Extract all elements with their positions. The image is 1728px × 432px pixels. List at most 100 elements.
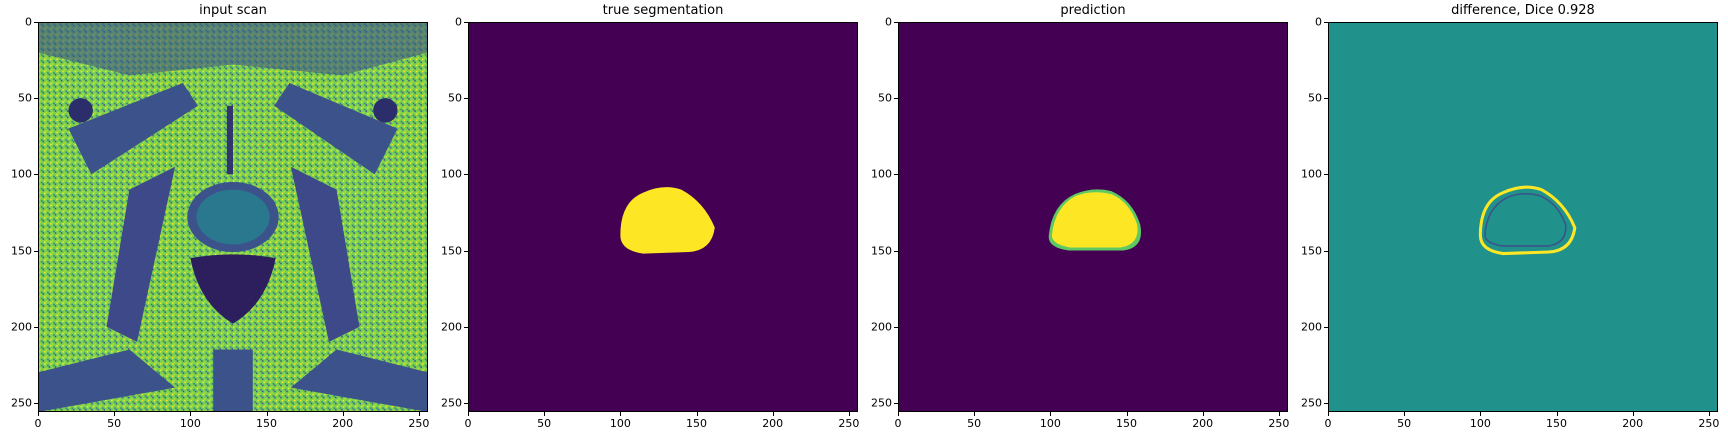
y-tick-mark [894,98,898,100]
y-tick-mark [894,250,898,252]
x-tick-label: 0 [1324,417,1332,430]
y-tick-mark [34,22,38,23]
x-tick-label: 250 [1268,417,1290,430]
y-tick-mark [1324,326,1328,328]
x-tick-label: 0 [464,417,472,430]
y-tick-mark [1324,174,1328,176]
x-tick-mark [38,412,39,416]
y-tick-label: 0 [1315,15,1322,29]
y-tick-mark [1324,22,1328,23]
y-tick-mark [894,174,898,176]
y-tick-label: 50 [878,91,892,105]
y-tick-mark [464,326,468,328]
y-tick-mark [464,22,468,23]
y-tick-label: 100 [871,167,892,181]
x-tick-label: 50 [537,417,552,430]
x-tick-mark [468,412,469,416]
x-tick-label: 150 [686,417,708,430]
x-tick-label: 100 [1039,417,1061,430]
panel-title: input scan [199,3,267,18]
x-tick-label: 100 [179,417,201,430]
panel-prediction: prediction [898,0,1288,432]
x-tick-label: 250 [1698,417,1720,430]
x-tick-mark [974,412,976,416]
panel-title: true segmentation [602,3,724,18]
y-tick-mark [1324,98,1328,100]
y-tick-mark [464,250,468,252]
x-tick-mark [266,412,268,416]
x-tick-label: 250 [838,417,860,430]
panel-difference: difference, Dice 0.928 [1328,0,1718,432]
y-tick-label: 50 [448,91,462,105]
x-tick-label: 150 [1546,417,1568,430]
y-tick-mark [34,98,38,100]
x-tick-mark [1404,412,1406,416]
y-tick-label: 100 [1301,167,1322,181]
x-tick-mark [418,412,420,416]
x-tick-mark [190,412,192,416]
y-tick-label: 0 [25,15,32,29]
x-tick-label: 200 [1622,417,1644,430]
x-tick-label: 0 [894,417,902,430]
y-tick-label: 100 [441,167,462,181]
y-tick-mark [894,402,898,404]
y-tick-label: 50 [1308,91,1322,105]
y-tick-label: 0 [885,15,892,29]
y-tick-mark [34,174,38,176]
x-tick-mark [1556,412,1558,416]
panel-input-scan: input scan [38,0,428,432]
x-tick-mark [848,412,850,416]
y-tick-label: 200 [11,320,32,334]
y-tick-mark [894,22,898,23]
y-tick-label: 50 [18,91,32,105]
x-tick-label: 100 [609,417,631,430]
x-tick-label: 150 [1116,417,1138,430]
y-tick-label: 100 [11,167,32,181]
y-tick-mark [464,174,468,176]
y-tick-label: 250 [11,396,32,410]
difference-image [1328,22,1718,412]
x-tick-mark [1328,412,1329,416]
y-tick-label: 200 [441,320,462,334]
y-tick-mark [464,98,468,100]
y-tick-mark [34,250,38,252]
prediction-image [898,22,1288,412]
x-tick-label: 50 [107,417,122,430]
x-tick-mark [620,412,622,416]
x-tick-mark [114,412,116,416]
y-tick-label: 250 [1301,396,1322,410]
y-tick-label: 150 [1301,244,1322,258]
y-tick-label: 150 [871,244,892,258]
y-tick-label: 150 [441,244,462,258]
x-tick-mark [1278,412,1280,416]
x-tick-label: 100 [1469,417,1491,430]
x-tick-mark [1202,412,1204,416]
y-tick-mark [1324,402,1328,404]
y-tick-label: 250 [441,396,462,410]
y-tick-mark [894,326,898,328]
y-tick-label: 250 [871,396,892,410]
x-tick-mark [342,412,344,416]
x-tick-mark [1050,412,1052,416]
x-tick-label: 0 [34,417,42,430]
y-tick-label: 0 [455,15,462,29]
y-tick-label: 150 [11,244,32,258]
x-tick-label: 200 [1192,417,1214,430]
x-tick-mark [1480,412,1482,416]
x-tick-label: 250 [408,417,430,430]
x-tick-mark [1126,412,1128,416]
x-tick-label: 50 [967,417,982,430]
x-tick-label: 150 [256,417,278,430]
x-tick-mark [544,412,546,416]
x-tick-label: 200 [762,417,784,430]
y-tick-mark [34,402,38,404]
x-tick-mark [1708,412,1710,416]
x-tick-label: 200 [332,417,354,430]
y-tick-mark [464,402,468,404]
mri-image [38,22,428,412]
panel-title: difference, Dice 0.928 [1451,3,1595,18]
x-tick-label: 50 [1397,417,1412,430]
panel-title: prediction [1060,3,1126,18]
true-mask-image [468,22,858,412]
y-tick-mark [34,326,38,328]
